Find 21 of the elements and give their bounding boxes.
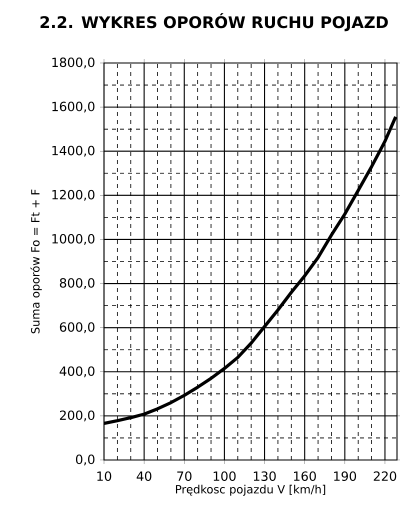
x-tick-label: 70 <box>177 471 192 481</box>
x-tick-label: 220 <box>374 471 396 481</box>
x-tick-label: 10 <box>97 471 112 481</box>
x-tick-label: 40 <box>136 471 152 481</box>
x-tick-label: 100 <box>214 471 236 481</box>
y-axis-title: Suma oporów Fo = Ft + F <box>30 190 42 334</box>
y-tick-label: 1200,0 <box>52 190 94 201</box>
y-tick-label: 1000,0 <box>52 234 94 245</box>
y-tick-label: 800,0 <box>60 278 94 289</box>
x-tick-label: 130 <box>254 471 276 481</box>
y-tick-label: 1600,0 <box>52 102 94 113</box>
x-tick-label: 190 <box>334 471 356 481</box>
chart-title: 2.2. WYKRES OPORÓW RUCHU POJAZD <box>40 13 388 32</box>
y-tick-label: 400,0 <box>60 366 94 378</box>
y-tick-label: 0,0 <box>76 454 94 466</box>
x-tick-label: 160 <box>294 471 316 481</box>
y-tick-label: 1800,0 <box>52 58 94 68</box>
y-tick-label: 200,0 <box>60 410 94 422</box>
x-axis-title: Prędkosc pojazdu V [km/h] <box>176 484 326 496</box>
y-tick-label: 600,0 <box>60 322 94 334</box>
y-tick-label: 1400,0 <box>52 146 94 157</box>
